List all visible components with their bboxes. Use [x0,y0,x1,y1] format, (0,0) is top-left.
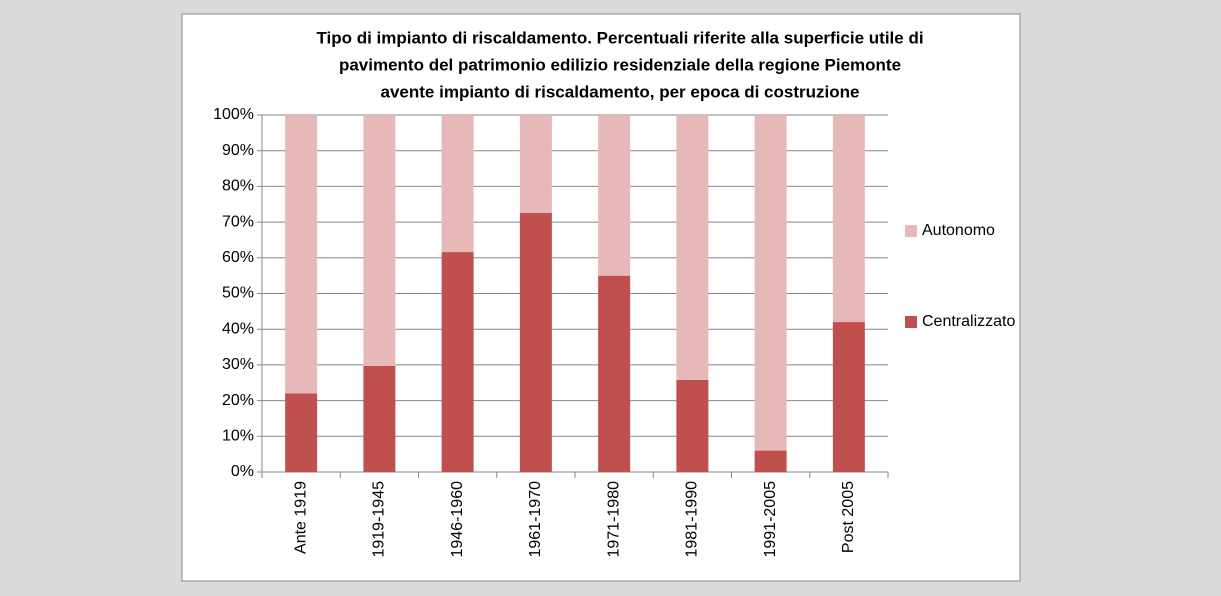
y-tick-label: 60% [222,249,254,266]
bar-segment [441,115,474,253]
legend-label: Autonomo [922,222,995,239]
bar-segment [285,393,318,472]
x-tick-label: 1961-1970 [527,481,544,558]
bar-segment [598,115,631,276]
bar-segment [363,115,396,366]
y-tick-label: 10% [222,428,254,445]
y-tick-label: 50% [222,285,254,302]
chart-title: Tipo di impianto di riscaldamento. Perce… [316,28,923,47]
x-tick-label: 1971-1980 [605,481,622,558]
y-tick-label: 80% [222,178,254,195]
y-tick-label: 20% [222,392,254,409]
x-tick-label: Ante 1919 [292,481,309,554]
bar-segment [832,115,865,323]
bar-segment [832,322,865,472]
legend-swatch [905,225,917,237]
y-tick-label: 0% [231,463,254,480]
y-tick-label: 70% [222,213,254,230]
bar-segment [676,115,709,380]
bar-segment [363,365,396,472]
bar-segment [441,252,474,472]
x-tick-label: 1946-1960 [449,481,466,558]
x-tick-label: 1991-2005 [762,481,779,558]
chart-title: pavimento del patrimonio edilizio reside… [339,55,901,74]
x-tick-label: 1919-1945 [371,481,388,558]
bar-segment [754,115,787,451]
bar-segment [519,212,552,472]
bar-segment [754,450,787,472]
bar-segment [598,275,631,472]
y-tick-label: 40% [222,320,254,337]
y-tick-label: 30% [222,356,254,373]
bar-segment [285,115,318,394]
bar-segment [676,379,709,472]
y-tick-label: 100% [213,106,254,123]
x-tick-label: 1981-1990 [684,481,701,558]
legend-label: Centralizzato [922,313,1015,330]
y-tick-label: 90% [222,142,254,159]
bar-segment [519,115,552,213]
legend-swatch [905,316,917,328]
chart-title: avente impianto di riscaldamento, per ep… [381,82,860,101]
x-tick-label: Post 2005 [840,481,857,553]
